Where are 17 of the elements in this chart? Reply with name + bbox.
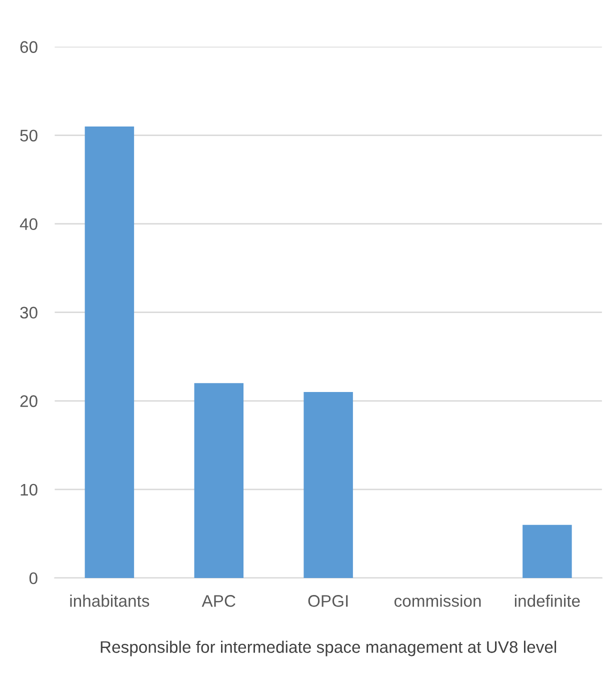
x-tick-label: commission: [394, 594, 481, 607]
x-axis-title: Responsible for intermediate space management at UV8 level: [100, 640, 556, 656]
bar: [84, 126, 134, 578]
y-tick-label: 30: [20, 306, 38, 319]
y-tick-label: 40: [20, 218, 38, 230]
y-tick-label: 50: [20, 130, 38, 142]
y-tick-label: 60: [20, 41, 38, 53]
y-tick-label: 10: [20, 484, 38, 496]
x-tick-label: OPGI: [308, 595, 348, 607]
x-tick-label: APC: [202, 595, 236, 607]
x-tick-label: indefinite: [514, 594, 580, 607]
bar: [304, 392, 353, 578]
bar: [194, 383, 244, 578]
y-tick-label: 20: [20, 395, 38, 408]
bar: [522, 524, 572, 578]
x-tick-label: inhabitants: [70, 594, 150, 607]
y-tick-label: 0: [29, 572, 38, 584]
